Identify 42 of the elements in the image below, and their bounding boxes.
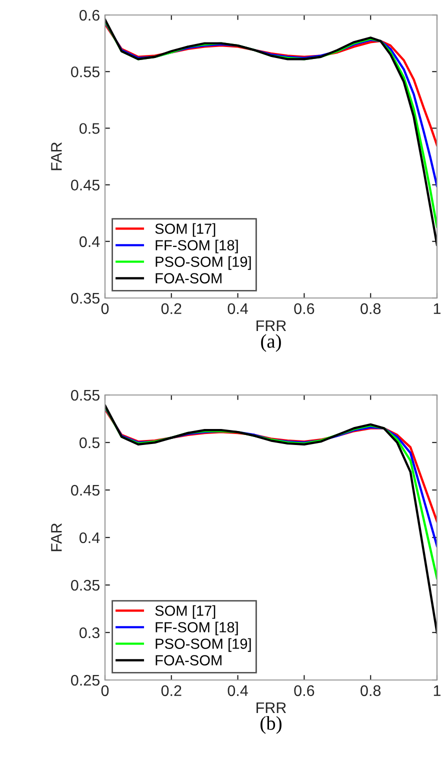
x-tick-label: 0.8 bbox=[360, 303, 381, 314]
x-tick-label: 0 bbox=[101, 685, 109, 696]
x-tick-label: 1 bbox=[434, 685, 441, 696]
legend-label: FOA-SOM bbox=[156, 655, 222, 666]
x-tick-label: 0.8 bbox=[360, 685, 381, 696]
y-tick-label: 0.5 bbox=[80, 123, 100, 134]
y-tick-label: 0.45 bbox=[71, 484, 100, 496]
x-tick-label: 0.2 bbox=[161, 303, 182, 314]
y-tick-label: 0.3 bbox=[80, 627, 100, 638]
line-series bbox=[105, 22, 437, 146]
x-tick-label: 0.6 bbox=[294, 303, 314, 314]
y-tick-label: 0.25 bbox=[71, 674, 100, 686]
x-tick-label: 1 bbox=[434, 303, 441, 314]
legend-label: PSO-SOM [19] bbox=[156, 256, 251, 270]
legend-label: FOA-SOM bbox=[156, 273, 222, 284]
x-tick-label: 0.6 bbox=[294, 685, 314, 696]
legend-label: SOM [17] bbox=[155, 605, 216, 619]
y-tick-label: 0.5 bbox=[80, 437, 100, 448]
x-tick-label: 0.4 bbox=[228, 685, 248, 696]
legend-label: FF-SOM [18] bbox=[156, 240, 238, 254]
y-tick-label: 0.55 bbox=[71, 66, 100, 78]
y-tick-label: 0.4 bbox=[80, 532, 100, 544]
line-series bbox=[105, 404, 437, 634]
text: (a) bbox=[261, 334, 281, 352]
y-tick-label: 0.35 bbox=[71, 580, 100, 591]
y-axis-title: FAR bbox=[51, 142, 62, 170]
legend-label: SOM [17] bbox=[155, 223, 216, 237]
text: (b) bbox=[260, 716, 282, 734]
y-tick-label: 0.55 bbox=[71, 390, 100, 401]
legend-label: PSO-SOM [19] bbox=[156, 638, 251, 652]
x-tick-label: 0.4 bbox=[228, 303, 248, 314]
y-tick-label: 0.6 bbox=[80, 10, 100, 21]
y-tick-label: 0.4 bbox=[80, 236, 100, 248]
y-tick-label: 0.35 bbox=[71, 292, 100, 304]
y-tick-label: 0.45 bbox=[71, 180, 100, 190]
x-axis-title: FRR bbox=[256, 702, 286, 713]
line-series bbox=[105, 408, 437, 522]
x-axis-title: FRR bbox=[256, 320, 286, 331]
x-tick-label: 0.2 bbox=[161, 685, 182, 696]
y-axis-title: FAR bbox=[51, 523, 62, 552]
legend-label: FF-SOM [18] bbox=[156, 622, 238, 636]
x-tick-label: 0 bbox=[101, 303, 109, 314]
